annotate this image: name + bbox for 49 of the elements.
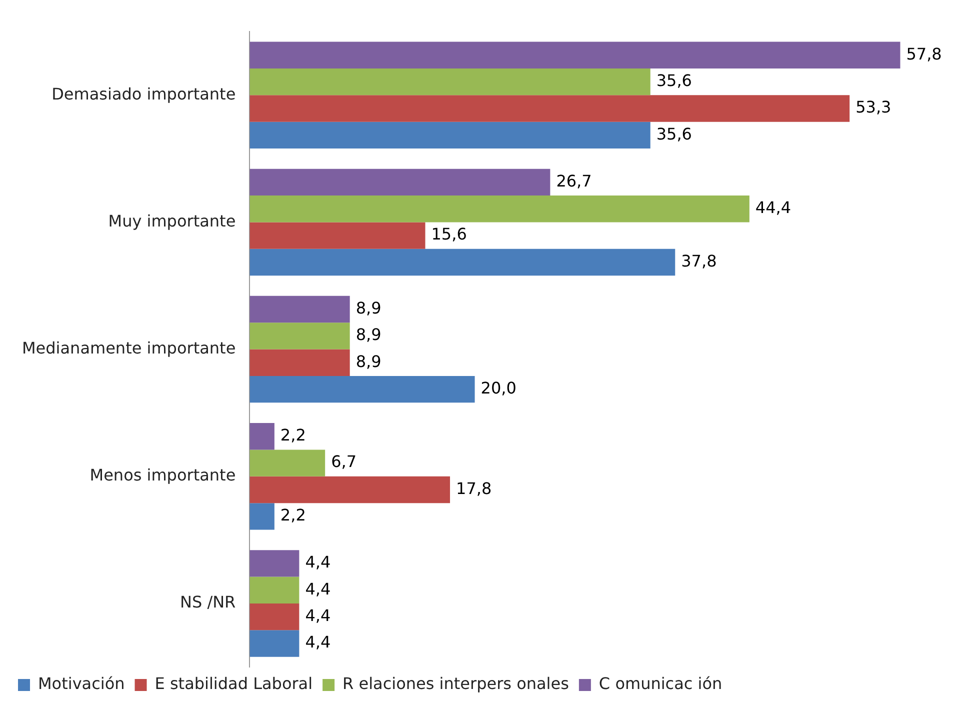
bar — [250, 349, 350, 376]
legend-label: R elaciones interpers onales — [342, 674, 569, 694]
bar — [250, 423, 274, 450]
bar — [250, 630, 300, 657]
data-label: 4,4 — [305, 552, 331, 572]
data-label: 15,6 — [431, 224, 467, 244]
data-label: 4,4 — [305, 632, 331, 652]
bar — [250, 248, 676, 276]
legend-label: Motivación — [38, 674, 125, 694]
bar — [250, 222, 426, 249]
data-label: 57,8 — [906, 44, 942, 64]
bar — [250, 476, 450, 504]
bar — [250, 95, 850, 122]
bar — [250, 68, 650, 96]
bar — [250, 168, 550, 196]
data-label: 53,3 — [856, 98, 892, 117]
data-label: 20,0 — [480, 378, 516, 398]
bar — [250, 450, 326, 476]
legend-label: C omunicac ión — [598, 674, 722, 694]
data-label: 44,4 — [755, 198, 792, 218]
y-tick-label: Demasiado importante — [52, 84, 236, 104]
y-tick-label: NS /NR — [180, 592, 236, 612]
data-label: 35,6 — [656, 124, 692, 144]
data-label: 8,9 — [356, 298, 382, 318]
bar — [250, 322, 350, 350]
data-label: 2,2 — [280, 506, 306, 525]
data-label: 35,6 — [656, 70, 692, 90]
bar — [250, 603, 300, 630]
bar — [250, 503, 274, 530]
bar — [250, 296, 350, 323]
legend-label: E stabilidad Laboral — [154, 674, 313, 694]
data-label: 4,4 — [305, 606, 331, 625]
data-label: 8,9 — [356, 352, 382, 371]
data-label: 4,4 — [305, 579, 331, 598]
bar — [250, 122, 650, 149]
data-label: 8,9 — [356, 325, 382, 344]
data-label: 17,8 — [456, 478, 492, 498]
data-label: 6,7 — [331, 452, 357, 472]
y-tick-label: Muy importante — [108, 211, 236, 230]
y-tick-label: Medianamente importante — [22, 338, 236, 358]
bar — [250, 196, 750, 222]
data-label: 26,7 — [556, 171, 592, 190]
data-label: 2,2 — [280, 426, 306, 445]
bar — [250, 576, 300, 604]
bar — [250, 42, 900, 68]
y-tick-label: Menos importante — [90, 466, 236, 485]
bar — [250, 550, 300, 577]
bar — [250, 376, 475, 403]
data-label: 37,8 — [681, 251, 717, 270]
